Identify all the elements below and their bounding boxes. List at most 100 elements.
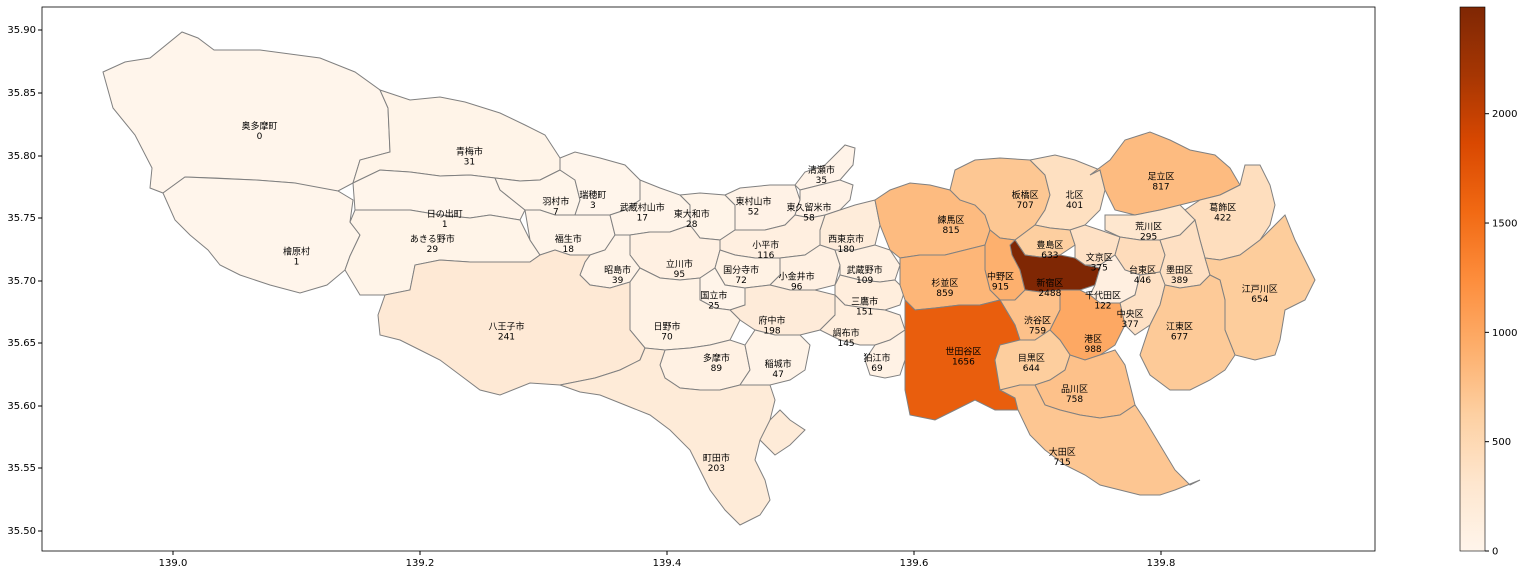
region-value-label: 35 [816,176,827,186]
region-value-label: 707 [1017,201,1034,211]
y-tick-label: 35.90 [7,25,36,36]
region-shape-machida[interactable] [558,347,806,526]
region-labels: 奥多摩町0青梅市31檜原村1日の出町1あきる野市29羽村市7瑞穂町3福生市18武… [241,120,1277,474]
region-name-label: 足立区 [1147,170,1174,182]
region-value-label: 96 [791,283,803,293]
region-name-label: 豊島区 [1036,239,1063,251]
region-name-label: 日野市 [653,321,680,333]
region-name-label: 国立市 [700,289,727,301]
region-shape-shinjuku[interactable] [1009,239,1101,293]
region-value-label: 7 [553,207,559,217]
region-value-label: 198 [763,326,780,336]
region-name-label: 文京区 [1086,252,1113,264]
region-name-label: 練馬区 [938,214,965,226]
region-name-label: 稲城市 [765,358,792,370]
region-name-label: 羽村市 [542,195,569,207]
region-name-label: 福生市 [555,233,582,245]
region-name-label: 小平市 [752,239,779,251]
region-name-label: 狛江市 [863,352,890,364]
region-name-label: 府中市 [758,314,785,326]
region-value-label: 28 [686,220,698,230]
region-name-label: 武蔵村山市 [620,202,665,214]
region-name-label: 奥多摩町 [241,120,277,132]
region-value-label: 69 [871,364,883,374]
region-name-label: 日の出町 [427,208,463,220]
region-value-label: 72 [735,276,746,286]
region-value-label: 401 [1066,201,1083,211]
region-value-label: 715 [1054,458,1071,468]
region-name-label: 品川区 [1061,384,1088,395]
region-value-label: 1 [294,257,300,267]
x-tick-label: 139.6 [900,558,929,569]
region-value-label: 70 [661,333,673,343]
region-name-label: 渋谷区 [1024,314,1051,326]
region-shape-komae[interactable] [864,329,906,379]
region-value-label: 241 [498,333,515,343]
region-value-label: 1 [442,220,448,230]
region-value-label: 0 [257,132,263,142]
region-value-label: 203 [708,464,725,474]
region-value-label: 151 [856,308,873,318]
region-name-label: 国分寺市 [723,264,759,276]
region-name-label: 町田市 [703,452,730,464]
colorbar-tick-label: 1000 [1492,328,1517,339]
region-value-label: 18 [562,245,574,255]
region-value-label: 31 [464,157,475,167]
region-value-label: 817 [1152,182,1169,192]
region-name-label: 清瀬市 [808,164,835,176]
region-value-label: 39 [612,276,624,286]
region-value-label: 759 [1029,326,1046,336]
region-shape-inagi[interactable] [739,329,811,386]
region-name-label: 世田谷区 [945,346,981,358]
region-name-label: 中野区 [987,271,1014,283]
colorbar-tick-label: 500 [1492,437,1511,448]
region-name-label: 小金井市 [779,271,815,283]
region-name-label: 台東区 [1129,264,1156,276]
region-shapes [102,31,1316,526]
region-name-label: 板橋区 [1012,189,1039,201]
region-name-label: 目黒区 [1018,353,1045,364]
x-axis: 139.0 139.2 139.4 139.6 139.8 [159,551,1176,569]
region-value-label: 644 [1023,364,1040,374]
y-tick-label: 35.50 [7,526,36,537]
region-name-label: 杉並区 [931,277,958,289]
region-name-label: 大田区 [1049,446,1076,458]
region-name-label: 新宿区 [1036,277,1063,289]
colorbar-gradient [1459,6,1486,552]
y-tick-label: 35.55 [7,463,36,474]
colorbar: 0 500 1000 1500 2000 [1459,6,1517,558]
region-shape-mitaka[interactable] [834,274,906,311]
y-tick-label: 35.80 [7,151,36,162]
region-value-label: 52 [748,207,759,217]
y-tick-label: 35.70 [7,276,36,287]
colorbar-ticks: 0 500 1000 1500 2000 [1485,109,1517,558]
region-value-label: 29 [427,245,439,255]
region-value-label: 758 [1066,395,1083,405]
region-value-label: 295 [1140,232,1157,242]
region-name-label: 多摩市 [703,352,730,364]
region-value-label: 654 [1251,295,1268,305]
y-tick-label: 35.60 [7,401,36,412]
region-name-label: 武蔵野市 [847,264,883,276]
region-value-label: 180 [837,245,854,255]
region-value-label: 633 [1041,251,1058,261]
region-name-label: 東久留米市 [787,202,832,214]
region-value-label: 3 [590,201,596,211]
region-shape-ota[interactable] [998,384,1201,496]
x-tick-label: 139.4 [653,558,682,569]
region-name-label: 調布市 [833,327,860,339]
y-axis: 35.90 35.85 35.80 35.75 35.70 35.65 35.6… [7,25,42,537]
x-tick-label: 139.8 [1147,558,1176,569]
region-name-label: 瑞穂町 [579,189,606,201]
region-shape-koto[interactable] [1139,274,1236,391]
region-value-label: 109 [856,276,873,286]
region-name-label: 八王子市 [488,321,524,333]
x-tick-label: 139.2 [406,558,435,569]
region-value-label: 1656 [952,358,975,368]
region-shape-hachioji[interactable] [377,249,646,396]
y-tick-label: 35.85 [7,88,36,99]
region-value-label: 859 [936,289,953,299]
y-tick-label: 35.65 [7,338,36,349]
region-value-label: 25 [708,301,719,311]
region-name-label: 墨田区 [1166,265,1193,276]
